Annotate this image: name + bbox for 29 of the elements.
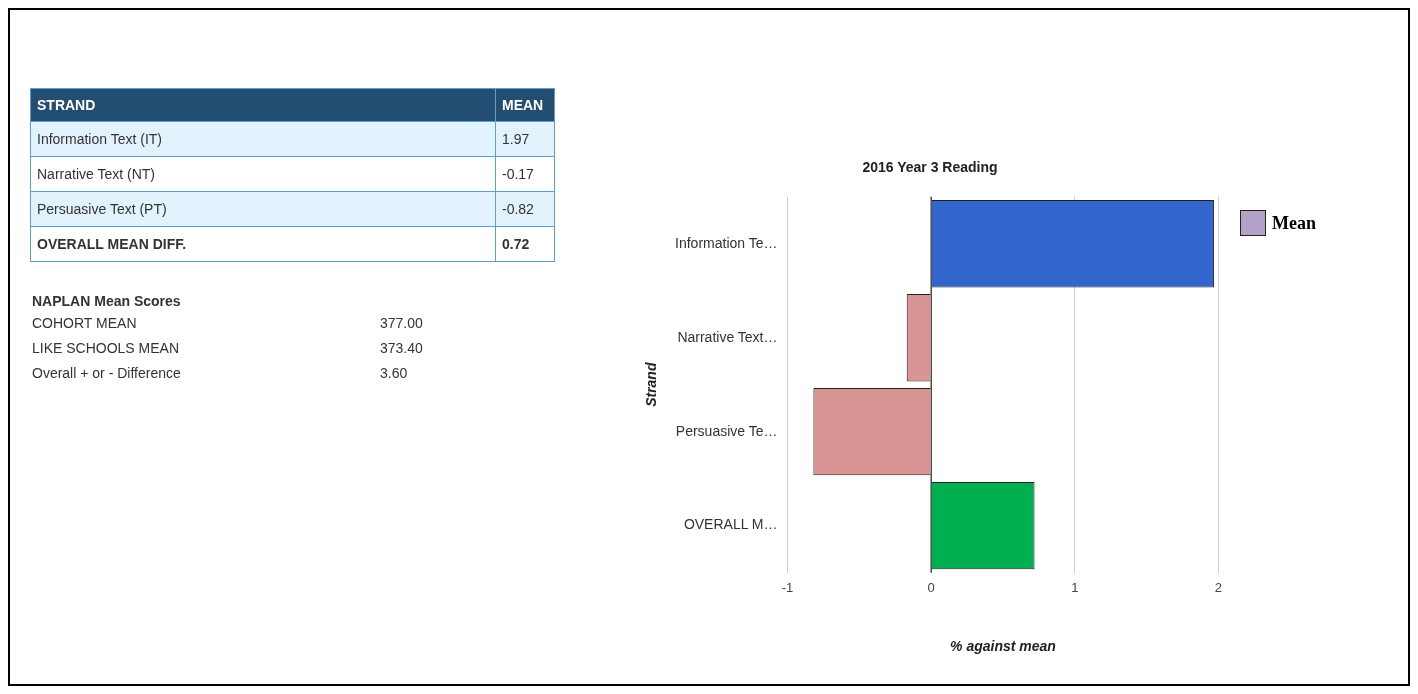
text: 377.00 <box>380 315 423 331</box>
category-label: Overall + or - Difference <box>32 365 182 383</box>
x-axis-title: % against mean <box>950 638 1056 655</box>
text: -0.82 <box>502 201 534 217</box>
text: 3.60 <box>380 365 408 381</box>
text: NAPLAN Mean Scores <box>32 293 182 309</box>
x-tick-label: 1 <box>1071 579 1079 595</box>
text: -0.17 <box>502 166 534 182</box>
category-label: LIKE SCHOOLS MEAN <box>32 340 181 358</box>
text: STRAND <box>30 88 496 122</box>
category-label: COHORT MEAN <box>32 315 138 333</box>
x-tick-label: 2 <box>1214 579 1222 595</box>
text: MEAN <box>495 88 555 122</box>
x-tick-label: -1 <box>781 579 794 595</box>
y-tick-label: Information Te… <box>675 234 778 251</box>
chart-title: 2016 Year 3 Reading <box>862 159 998 176</box>
category-label: Narrative Text (NT) <box>30 156 496 192</box>
category-label: OVERALL MEAN DIFF. <box>30 226 496 262</box>
category-label: Information Text (IT) <box>30 121 496 157</box>
y-axis-title: Strand <box>643 362 660 407</box>
text: 373.40 <box>380 340 423 356</box>
text: 1.97 <box>502 131 530 147</box>
y-tick-label: Narrative Text… <box>677 328 778 345</box>
text: Mean <box>1272 212 1316 234</box>
text: 0.72 <box>502 236 530 252</box>
category-label: Persuasive Text (PT) <box>30 191 496 227</box>
x-tick-label: 0 <box>927 579 935 595</box>
y-tick-label: OVERALL M… <box>683 516 778 533</box>
y-tick-label: Persuasive Te… <box>675 422 778 439</box>
